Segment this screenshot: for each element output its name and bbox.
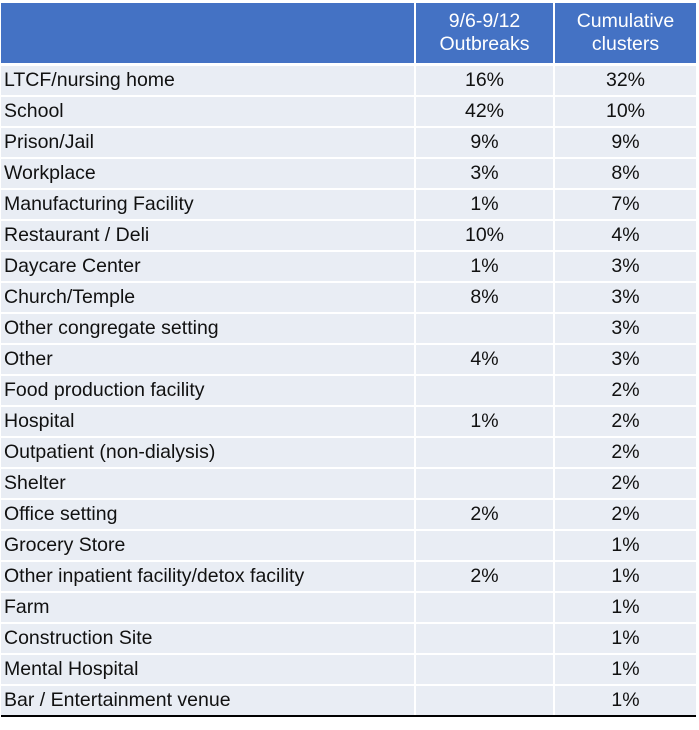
- table-row: Manufacturing Facility 1% 7%: [1, 189, 696, 221]
- table-row: Other 4% 3%: [1, 344, 696, 376]
- setting-cell: Other: [1, 344, 416, 376]
- table-row: Grocery Store 1%: [1, 530, 696, 562]
- week-outbreaks-cell: [415, 685, 555, 717]
- setting-cell: Hospital: [1, 406, 416, 438]
- week-outbreaks-cell: 16%: [415, 64, 555, 97]
- cumulative-clusters-cell: 1%: [554, 530, 696, 562]
- week-outbreaks-cell: 1%: [415, 189, 555, 221]
- week-outbreaks-cell: 3%: [415, 158, 555, 190]
- setting-cell: Workplace: [1, 158, 416, 190]
- week-outbreaks-cell: [415, 437, 555, 469]
- header-row: 9/6-9/12 Outbreaks Cumulative clusters: [1, 3, 696, 66]
- setting-cell: Construction Site: [1, 623, 416, 655]
- week-outbreaks-cell: 42%: [415, 96, 555, 128]
- table-row: Mental Hospital 1%: [1, 654, 696, 686]
- table-row: Church/Temple 8% 3%: [1, 282, 696, 314]
- table-header: 9/6-9/12 Outbreaks Cumulative clusters: [1, 3, 696, 66]
- setting-cell: Manufacturing Facility: [1, 189, 416, 221]
- table-row: Daycare Center 1% 3%: [1, 251, 696, 283]
- cumulative-clusters-cell: 1%: [554, 623, 696, 655]
- week-outbreaks-cell: 8%: [415, 282, 555, 314]
- setting-cell: Shelter: [1, 468, 416, 500]
- setting-cell: School: [1, 96, 416, 128]
- week-outbreaks-cell: [415, 623, 555, 655]
- setting-cell: Other inpatient facility/detox facility: [1, 561, 416, 593]
- table-row: Hospital 1% 2%: [1, 406, 696, 438]
- week-outbreaks-cell: 2%: [415, 561, 555, 593]
- week-outbreaks-cell: [415, 592, 555, 624]
- week-outbreaks-cell: [415, 313, 555, 345]
- week-outbreaks-cell: 10%: [415, 220, 555, 252]
- week-outbreaks-cell: [415, 375, 555, 407]
- cumulative-clusters-cell: 3%: [554, 282, 696, 314]
- table-row: Other congregate setting 3%: [1, 313, 696, 345]
- cumulative-clusters-cell: 7%: [554, 189, 696, 221]
- header-week-line1: 9/6-9/12: [448, 10, 521, 32]
- table-row: Office setting 2% 2%: [1, 499, 696, 531]
- setting-cell: Mental Hospital: [1, 654, 416, 686]
- week-outbreaks-cell: 4%: [415, 344, 555, 376]
- table-row: Workplace 3% 8%: [1, 158, 696, 190]
- table-row: Shelter 2%: [1, 468, 696, 500]
- setting-cell: Food production facility: [1, 375, 416, 407]
- setting-cell: Office setting: [1, 499, 416, 531]
- header-cumulative-line2: clusters: [591, 33, 660, 55]
- cumulative-clusters-cell: 1%: [554, 685, 696, 717]
- cumulative-clusters-cell: 1%: [554, 561, 696, 593]
- table-row: School 42% 10%: [1, 96, 696, 128]
- week-outbreaks-cell: [415, 530, 555, 562]
- cumulative-clusters-cell: 2%: [554, 468, 696, 500]
- cumulative-clusters-cell: 4%: [554, 220, 696, 252]
- week-outbreaks-cell: [415, 654, 555, 686]
- week-outbreaks-cell: 1%: [415, 406, 555, 438]
- week-outbreaks-cell: 9%: [415, 127, 555, 159]
- table-row: Restaurant / Deli 10% 4%: [1, 220, 696, 252]
- header-cumulative-clusters: Cumulative clusters: [554, 3, 696, 66]
- cumulative-clusters-cell: 3%: [554, 344, 696, 376]
- setting-cell: Church/Temple: [1, 282, 416, 314]
- outbreak-settings-table: 9/6-9/12 Outbreaks Cumulative clusters L…: [1, 3, 696, 717]
- setting-cell: Prison/Jail: [1, 127, 416, 159]
- header-week-outbreaks: 9/6-9/12 Outbreaks: [415, 3, 555, 66]
- setting-cell: Daycare Center: [1, 251, 416, 283]
- header-week-line2: Outbreaks: [439, 33, 530, 55]
- cumulative-clusters-cell: 3%: [554, 313, 696, 345]
- setting-cell: Restaurant / Deli: [1, 220, 416, 252]
- table-row: LTCF/nursing home 16% 32%: [1, 64, 696, 97]
- cumulative-clusters-cell: 1%: [554, 654, 696, 686]
- setting-cell: Bar / Entertainment venue: [1, 685, 416, 717]
- setting-cell: Outpatient (non-dialysis): [1, 437, 416, 469]
- week-outbreaks-cell: 2%: [415, 499, 555, 531]
- table-row: Prison/Jail 9% 9%: [1, 127, 696, 159]
- table-row: Food production facility 2%: [1, 375, 696, 407]
- cumulative-clusters-cell: 10%: [554, 96, 696, 128]
- cumulative-clusters-cell: 2%: [554, 375, 696, 407]
- week-outbreaks-cell: 1%: [415, 251, 555, 283]
- cumulative-clusters-cell: 9%: [554, 127, 696, 159]
- setting-cell: Other congregate setting: [1, 313, 416, 345]
- cumulative-clusters-cell: 3%: [554, 251, 696, 283]
- setting-cell: Grocery Store: [1, 530, 416, 562]
- cumulative-clusters-cell: 1%: [554, 592, 696, 624]
- header-setting: [1, 3, 416, 66]
- table-row: Outpatient (non-dialysis) 2%: [1, 437, 696, 469]
- week-outbreaks-cell: [415, 468, 555, 500]
- setting-cell: LTCF/nursing home: [1, 64, 416, 97]
- cumulative-clusters-cell: 8%: [554, 158, 696, 190]
- cumulative-clusters-cell: 2%: [554, 437, 696, 469]
- cumulative-clusters-cell: 2%: [554, 406, 696, 438]
- table-body: LTCF/nursing home 16% 32% School 42% 10% Priso…: [1, 64, 696, 717]
- table-row: Bar / Entertainment venue 1%: [1, 685, 696, 717]
- setting-cell: Farm: [1, 592, 416, 624]
- table-row: Construction Site 1%: [1, 623, 696, 655]
- table-row: Other inpatient facility/detox facility 2…: [1, 561, 696, 593]
- header-cumulative-line1: Cumulative: [576, 10, 675, 32]
- table-row: Farm 1%: [1, 592, 696, 624]
- cumulative-clusters-cell: 2%: [554, 499, 696, 531]
- cumulative-clusters-cell: 32%: [554, 64, 696, 97]
